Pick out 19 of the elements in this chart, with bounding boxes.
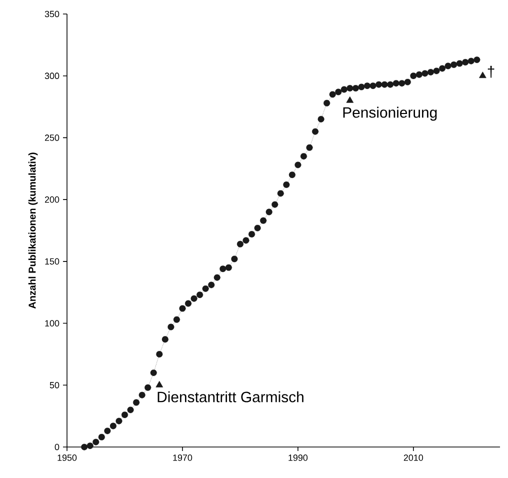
x-tick-label: 1970 bbox=[173, 454, 192, 461]
y-tick-label: 200 bbox=[44, 196, 60, 203]
y-tick-label: 50 bbox=[50, 382, 60, 388]
x-tick-label: 1990 bbox=[288, 454, 308, 461]
point bbox=[346, 96, 354, 103]
annotation: † bbox=[488, 66, 494, 78]
y-tick-label: 0 bbox=[54, 444, 60, 450]
x-tick-label: 1950 bbox=[58, 454, 77, 461]
y-tick-label: 150 bbox=[45, 258, 60, 265]
y-tick-label: 100 bbox=[45, 320, 60, 326]
y-tick-label: 250 bbox=[44, 134, 60, 141]
y-tick-label: 300 bbox=[44, 72, 60, 80]
y-axis-title: Anzahl Publikationen (kumulativ) bbox=[28, 152, 38, 309]
point bbox=[479, 72, 486, 78]
y-tick-label: 350 bbox=[44, 10, 60, 18]
x-tick-label: 2010 bbox=[404, 454, 424, 461]
annotation: Pensionierung bbox=[343, 106, 437, 121]
annotation: Dienstantritt Garmisch bbox=[158, 391, 304, 402]
point bbox=[156, 380, 164, 388]
